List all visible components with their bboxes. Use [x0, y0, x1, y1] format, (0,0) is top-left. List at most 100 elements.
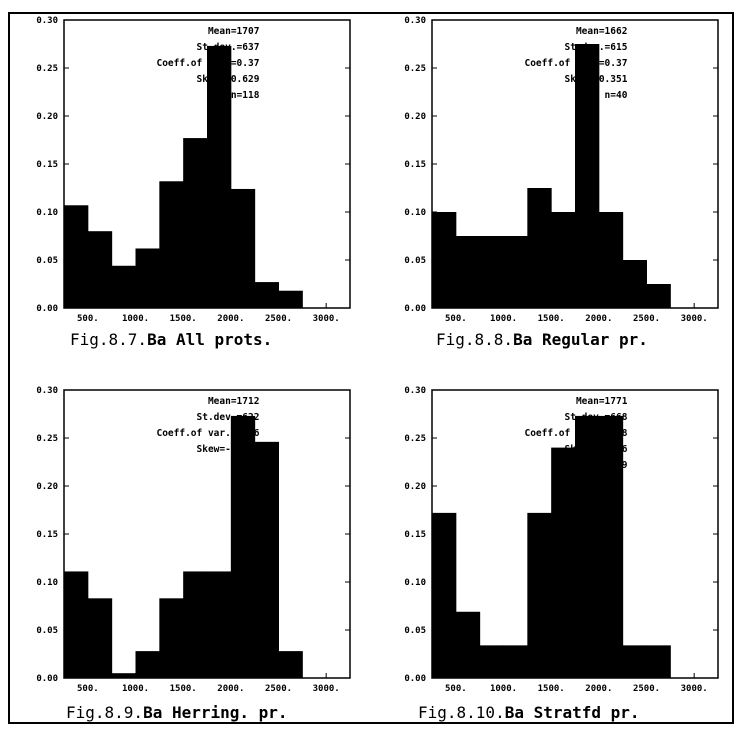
histogram-bar	[575, 415, 600, 678]
caption-prefix: Fig.8.7.	[70, 330, 147, 349]
stat-line: Mean=1712	[208, 396, 259, 407]
x-tick-label: 2500.	[633, 684, 660, 694]
histogram-bar	[87, 231, 113, 308]
histogram-bar	[183, 571, 208, 678]
histogram-chart-2: 0.00 0.05 0.10 0.15 0.20 0.25 0.30 500. 1000. 150…	[404, 16, 719, 349]
stat-line: Mean=1707	[208, 26, 259, 37]
caption-prefix: Fig.8.10.	[418, 703, 505, 722]
y-tick-label: 0.05	[404, 256, 426, 266]
histogram-bar	[159, 181, 184, 308]
stat-line: n=118	[231, 90, 260, 101]
stat-line: Coeff.of var.=0.37	[524, 58, 627, 69]
x-tick-label: 3000.	[313, 684, 340, 694]
caption-title: Ba Regular pr.	[513, 330, 648, 349]
histogram-bar	[254, 441, 279, 678]
histogram-bar	[135, 651, 160, 678]
histogram-chart-1: 0.00 0.05 0.10 0.15 0.20 0.25 0.30 500. 1000. 150…	[36, 16, 351, 349]
histogram-bar	[111, 673, 136, 678]
y-tick-label: 0.05	[36, 626, 58, 636]
histogram-bar	[135, 248, 160, 308]
histogram-bar	[551, 212, 576, 308]
stat-line: Coeff.of var.=0.36	[156, 428, 259, 439]
histogram-bar	[551, 447, 576, 678]
y-tick-label: 0.25	[404, 434, 426, 444]
histogram-bar	[254, 282, 279, 308]
x-tick-label: 2500.	[265, 684, 292, 694]
histogram-bar	[111, 265, 136, 308]
histogram-bar	[230, 188, 256, 308]
histogram-bar	[207, 571, 232, 678]
y-tick-label: 0.30	[404, 386, 426, 396]
x-tick-label: 2000.	[217, 684, 244, 694]
stat-line: Skew=-0.716	[565, 444, 628, 455]
x-tick-label: 500.	[77, 684, 99, 694]
histogram-bar	[87, 598, 113, 678]
histogram-chart-3: 0.00 0.05 0.10 0.15 0.20 0.25 0.30 500. 1000. 150…	[36, 386, 351, 722]
y-tick-label: 0.30	[404, 16, 426, 26]
y-tick-label: 0.25	[404, 64, 426, 74]
histogram-bar	[527, 512, 552, 678]
histogram-bar	[598, 212, 624, 308]
histogram-bar	[207, 45, 232, 309]
stat-line: St.dev.=622	[197, 412, 260, 423]
histogram-bar	[159, 598, 184, 678]
y-tick-label: 0.00	[404, 674, 426, 684]
x-tick-label: 2000.	[585, 684, 612, 694]
x-tick-label: 3000.	[313, 314, 340, 324]
histogram-bar	[598, 415, 624, 678]
histogram-bar	[278, 651, 303, 678]
figure-caption: Fig.8.10.Ba Stratfd pr.	[418, 703, 640, 722]
caption-title: Ba Herring. pr.	[143, 703, 288, 722]
x-tick-label: 1500.	[170, 684, 197, 694]
x-tick-label: 2000.	[217, 314, 244, 324]
y-tick-label: 0.25	[36, 434, 58, 444]
histogram-chart-4: 0.00 0.05 0.10 0.15 0.20 0.25 0.30 500. 1000. 150…	[404, 386, 719, 722]
x-tick-label: 1500.	[538, 314, 565, 324]
stat-line: Mean=1662	[576, 26, 627, 37]
y-tick-label: 0.10	[404, 578, 426, 588]
histogram-bar	[646, 284, 671, 308]
caption-prefix: Fig.8.9.	[66, 703, 143, 722]
figure-caption: Fig.8.9.Ba Herring. pr.	[66, 703, 288, 722]
y-tick-label: 0.15	[36, 530, 58, 540]
x-tick-label: 2500.	[265, 314, 292, 324]
caption-title: Ba Stratfd pr.	[505, 703, 640, 722]
stat-line: Coeff.of var.=0.37	[156, 58, 259, 69]
x-tick-label: 1500.	[538, 684, 565, 694]
histogram-bar	[432, 512, 457, 678]
histogram-bar	[230, 415, 256, 678]
histogram-bar	[183, 138, 208, 308]
histogram-bar	[479, 236, 504, 308]
x-tick-label: 1000.	[490, 684, 517, 694]
x-tick-label: 1000.	[122, 314, 149, 324]
stat-line: St.dev.=637	[197, 42, 260, 53]
y-tick-label: 0.10	[404, 208, 426, 218]
histogram-bar	[278, 290, 303, 308]
histogram-bar	[479, 645, 504, 678]
y-tick-label: 0.05	[36, 256, 58, 266]
stat-line: Coeff.of var.=0.38	[524, 428, 627, 439]
y-tick-label: 0.30	[36, 16, 58, 26]
y-tick-label: 0.10	[36, 578, 58, 588]
y-tick-label: 0.20	[404, 482, 426, 492]
x-tick-label: 500.	[445, 684, 467, 694]
caption-title: Ba All prots.	[147, 330, 272, 349]
y-tick-label: 0.00	[36, 674, 58, 684]
histogram-bar	[64, 205, 89, 308]
stat-line: n=39	[605, 460, 628, 471]
histogram-bar	[646, 645, 671, 678]
y-tick-label: 0.05	[404, 626, 426, 636]
x-tick-label: 1500.	[170, 314, 197, 324]
x-tick-label: 3000.	[681, 314, 708, 324]
y-tick-label: 0.00	[36, 304, 58, 314]
histogram-bar	[455, 236, 481, 308]
x-tick-label: 500.	[445, 314, 467, 324]
stat-line: St.dev.=668	[565, 412, 628, 423]
stat-line: n=40	[605, 90, 628, 101]
histogram-bar	[503, 236, 528, 308]
y-tick-label: 0.20	[36, 112, 58, 122]
stat-line: n=39	[237, 460, 260, 471]
stat-line: Skew=-0.351	[565, 74, 628, 85]
x-tick-label: 1000.	[122, 684, 149, 694]
